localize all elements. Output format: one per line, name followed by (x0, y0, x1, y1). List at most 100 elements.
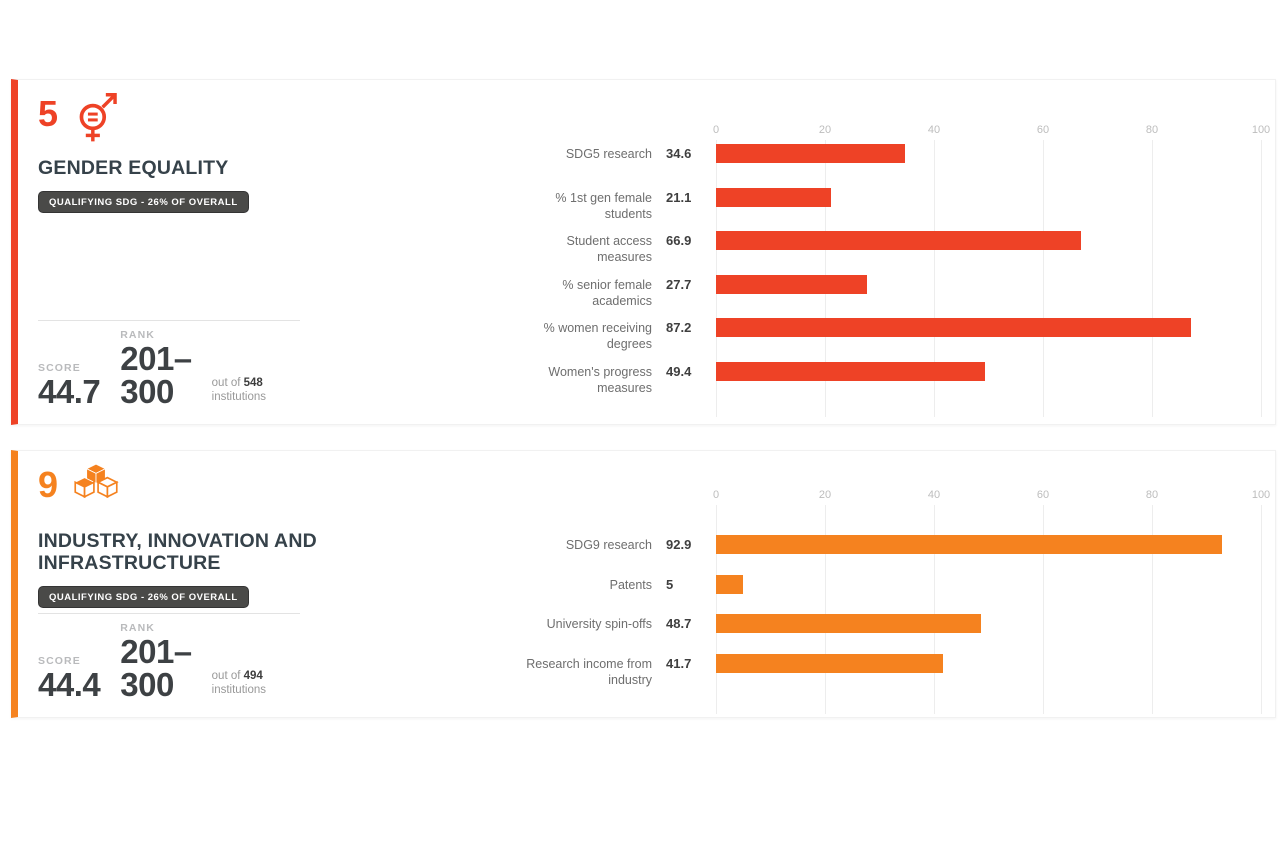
score-label: SCORE (38, 654, 81, 667)
out-of-prefix: out of (211, 377, 241, 390)
bar (716, 231, 1081, 250)
bar-track (716, 653, 1261, 673)
axis-tick-label: 40 (927, 124, 941, 136)
bar-label: SDG5 research (565, 147, 652, 161)
axis-tick-label: 80 (1145, 124, 1159, 136)
bar-label: % senior female academics (562, 277, 652, 308)
score-stat: SCORE 44.4 (38, 654, 101, 703)
chart-row: Research income from industry 41.7 (368, 653, 1275, 694)
chart-rows: SDG9 research 92.9 Patents 5 University spin… (368, 451, 1275, 693)
gridline (1152, 140, 1153, 417)
out-of-total: 548 (243, 377, 263, 390)
score-label: SCORE (38, 361, 81, 374)
sdg9-info-column: 9 (18, 451, 368, 717)
bar-track (716, 574, 1261, 594)
axis-tick-label: 40 (927, 489, 941, 501)
gridline (1043, 140, 1044, 417)
bar-label: Student access measures (566, 234, 652, 264)
chart-row: Women's progress measures 49.4 (368, 361, 1275, 406)
gridline (825, 505, 826, 714)
out-of-total: 494 (243, 670, 263, 683)
gridline (1261, 505, 1262, 714)
gridline (934, 140, 935, 417)
score-block: SCORE 44.4 RANK 201– 300 out of 494 inst… (38, 613, 368, 701)
axis-ticks: 0 20 40 60 80 100 (712, 489, 1270, 502)
chart-row: % 1st gen female students 21.1 (368, 187, 1275, 232)
sdg-panel-9: 9 (11, 450, 1276, 718)
bar-track (716, 231, 1261, 250)
rank-value-line2: 300 (120, 665, 174, 703)
axis-tick-label: 60 (1036, 124, 1050, 136)
sdg-panel-5: 5 GENDER EQUALITY QUAL (11, 79, 1276, 425)
axis-tick-label: 20 (818, 489, 832, 501)
bar (716, 274, 867, 294)
sdg5-header: 5 (38, 93, 368, 148)
sdg-panels: 5 GENDER EQUALITY QUAL (11, 79, 1276, 718)
rank-value-line1: 201– (120, 633, 192, 671)
sdg5-gender-equality-icon (69, 91, 121, 148)
sdg-number: 5 (38, 93, 58, 134)
bar-track (716, 535, 1261, 554)
chart-rows: SDG5 research 34.6 % 1st gen female studen… (368, 80, 1275, 405)
bar-track (716, 318, 1261, 337)
score-divider (38, 613, 300, 615)
out-of-institutions: out of 494 institutions (212, 670, 266, 701)
bar (716, 614, 982, 633)
sdg9-industry-innovation-icon (69, 462, 123, 521)
score-row: SCORE 44.4 RANK 201– 300 out of 494 inst… (38, 622, 368, 701)
bar-value: 92.9 (666, 537, 692, 552)
bar-value: 48.7 (666, 616, 692, 631)
rank-stat: RANK 201– 300 (120, 329, 192, 408)
score-stat: SCORE 44.7 (38, 361, 101, 410)
gridline (1043, 505, 1044, 714)
out-of-suffix: institutions (211, 391, 266, 404)
bar-value: 27.7 (666, 276, 692, 292)
sdg-number: 9 (38, 464, 58, 505)
sdg5-info-column: 5 GENDER EQUALITY QUAL (18, 80, 368, 424)
bar-track (716, 187, 1261, 207)
chart-row: % senior female academics 27.7 (368, 274, 1275, 319)
axis-ticks: 0 20 40 60 80 100 (712, 124, 1270, 137)
bar (716, 318, 1192, 337)
bar-label: % women receiving degrees (543, 321, 652, 351)
qualifying-sdg-badge: QUALIFYING SDG - 26% OF OVERALL (38, 191, 249, 214)
score-divider (38, 320, 300, 322)
axis-tick-label: 0 (712, 124, 720, 136)
gridline (934, 505, 935, 714)
axis-tick-label: 0 (712, 489, 720, 501)
score-block: SCORE 44.7 RANK 201– 300 out of 548 inst… (38, 320, 368, 408)
rank-stat: RANK 201– 300 (120, 622, 192, 703)
out-of-prefix: out of (211, 670, 241, 683)
bar (716, 361, 986, 381)
score-value: 44.4 (38, 665, 101, 703)
bar (716, 187, 831, 207)
bar-value: 5 (666, 576, 674, 592)
bar-value: 21.1 (666, 189, 692, 205)
bar (716, 574, 744, 594)
bar-label: SDG9 research (565, 538, 652, 552)
gridlines (716, 505, 1262, 714)
bar-label: University spin-offs (546, 617, 652, 631)
rank-label: RANK (120, 622, 155, 635)
score-value: 44.7 (38, 372, 101, 410)
chart-row: % women receiving degrees 87.2 (368, 318, 1275, 362)
bar (716, 144, 905, 163)
chart-row: Student access measures 66.9 (368, 231, 1275, 275)
chart-row: SDG9 research 92.9 (368, 535, 1275, 575)
score-row: SCORE 44.7 RANK 201– 300 out of 548 inst… (38, 329, 368, 408)
bar-track (716, 144, 1261, 163)
bar-label: Women's progress measures (548, 364, 652, 395)
rank-value-line1: 201– (120, 340, 192, 378)
bar-value: 66.9 (666, 233, 692, 248)
bar (716, 535, 1223, 554)
axis-tick-label: 80 (1145, 489, 1159, 501)
gridline (1152, 505, 1153, 714)
bar-label: % 1st gen female students (555, 190, 652, 221)
bar-value: 49.4 (666, 363, 692, 379)
sdg9-bar-chart: 0 20 40 60 80 100 SDG9 research 92.9 Patents 5 Un… (368, 451, 1275, 717)
bar-value: 87.2 (666, 320, 692, 335)
panel-title: INDUSTRY, INNOVATION AND INFRASTRUCTURE (38, 530, 317, 575)
bar-label: Patents (609, 577, 652, 592)
rank-label: RANK (120, 329, 155, 342)
gridline (1261, 140, 1262, 417)
